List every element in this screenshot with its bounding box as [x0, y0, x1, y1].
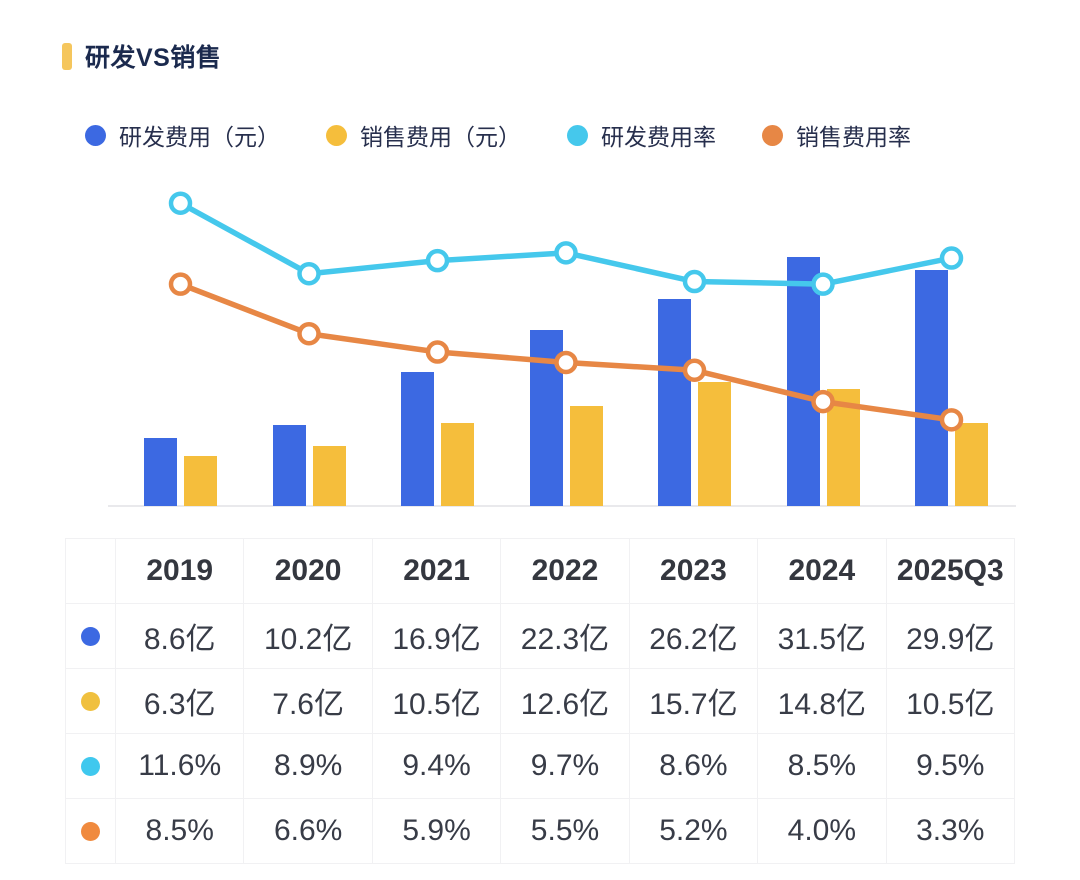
table-cell: 7.6亿 — [244, 669, 373, 734]
table-cell: 8.5% — [116, 799, 245, 864]
bar-rd-expense-2020[interactable] — [272, 425, 306, 506]
legend-item-rd-rate[interactable]: 研发费用率 — [567, 118, 716, 152]
table-cell: 9.7% — [501, 734, 630, 799]
sales-rate-dot-icon — [81, 821, 100, 841]
table-row-key-sales-expense — [66, 669, 116, 734]
point-rd-rate-2022[interactable] — [554, 241, 578, 265]
rd-expense-dot-icon — [81, 626, 100, 646]
point-sales-rate-2019[interactable] — [168, 272, 193, 296]
page-header: 研发VS销售 — [62, 38, 221, 74]
point-rd-rate-2023[interactable] — [682, 269, 707, 294]
table-header-2019: 2019 — [116, 539, 245, 604]
table-cell: 6.6% — [244, 799, 373, 864]
point-rd-rate-2021[interactable] — [425, 248, 450, 273]
table-row-key-rd-rate — [66, 734, 116, 799]
legend-dot-sales-rate-icon — [762, 124, 783, 146]
point-rd-rate-2020[interactable] — [297, 261, 321, 286]
point-sales-rate-2024[interactable] — [811, 389, 835, 414]
point-sales-rate-2023[interactable] — [682, 358, 707, 383]
table-cell: 8.6亿 — [116, 604, 245, 669]
bar-sales-expense-2019[interactable] — [184, 456, 217, 506]
legend-dot-sales-expense-icon — [326, 124, 347, 146]
table-cell: 4.0% — [758, 799, 887, 864]
table-header-2022: 2022 — [501, 539, 630, 604]
table-corner-cell — [66, 539, 116, 604]
legend-item-sales-expense[interactable]: 销售费用（元） — [326, 118, 521, 152]
legend-label: 销售费用率 — [796, 124, 911, 150]
point-sales-rate-2022[interactable] — [554, 350, 578, 375]
bar-rd-expense-2021[interactable] — [401, 372, 434, 506]
bar-rd-expense-2024[interactable] — [786, 257, 820, 506]
legend-label: 销售费用（元） — [360, 124, 521, 150]
bar-rd-expense-2025Q3[interactable] — [915, 269, 948, 506]
bar-sales-expense-2021[interactable] — [441, 423, 474, 506]
point-rd-rate-2019[interactable] — [168, 191, 193, 215]
bar-sales-expense-2025Q3[interactable] — [955, 423, 988, 506]
table-row-key-rd-expense — [66, 604, 116, 669]
data-table: 2019 2020 2021 2022 2023 2024 2025Q3 8.6… — [65, 538, 1015, 864]
page-title: 研发VS销售 — [85, 44, 222, 72]
table-cell: 11.6% — [116, 734, 245, 799]
legend-label: 研发费用（元） — [119, 124, 280, 150]
point-sales-rate-2021[interactable] — [425, 340, 450, 364]
legend-dot-rd-rate-icon — [567, 124, 588, 146]
legend-dot-rd-expense-icon — [85, 124, 106, 146]
table-cell: 10.2亿 — [244, 604, 373, 669]
table-cell: 5.9% — [372, 799, 502, 864]
legend-item-rd-expense[interactable]: 研发费用（元） — [85, 118, 280, 152]
table-cell: 5.2% — [629, 799, 759, 864]
table-cell: 16.9亿 — [372, 604, 502, 669]
table-cell: 9.4% — [372, 734, 502, 799]
bar-sales-expense-2023[interactable] — [698, 381, 731, 506]
table-cell: 10.5亿 — [372, 669, 502, 734]
table-cell: 15.7亿 — [629, 669, 759, 734]
table-row-key-sales-rate — [66, 799, 116, 864]
point-rd-rate-2024[interactable] — [811, 272, 835, 296]
table-header-2020: 2020 — [244, 539, 373, 604]
table-header-2023: 2023 — [629, 539, 759, 604]
bar-rd-expense-2023[interactable] — [658, 299, 691, 506]
table-cell: 26.2亿 — [629, 604, 759, 669]
chart-legend: 研发费用（元） 销售费用（元） 研发费用率 销售费用率 — [85, 118, 911, 152]
table-header-2024: 2024 — [758, 539, 887, 604]
bar-sales-expense-2022[interactable] — [569, 406, 603, 506]
title-accent-bar — [62, 42, 72, 70]
legend-item-sales-rate[interactable]: 销售费用率 — [762, 118, 911, 152]
bar-rd-expense-2019[interactable] — [144, 438, 177, 506]
x-axis-line — [108, 505, 1016, 507]
rd-rate-dot-icon — [81, 756, 100, 776]
table-cell: 3.3% — [886, 799, 1015, 864]
sales-expense-dot-icon — [81, 691, 100, 711]
table-cell: 9.5% — [886, 734, 1015, 799]
bar-sales-expense-2020[interactable] — [312, 445, 346, 506]
table-cell: 5.5% — [501, 799, 630, 864]
table-cell: 12.6亿 — [501, 669, 630, 734]
legend-label: 研发费用率 — [601, 124, 716, 150]
table-cell: 8.5% — [758, 734, 887, 799]
point-sales-rate-2020[interactable] — [297, 321, 321, 346]
table-cell: 10.5亿 — [886, 669, 1015, 734]
table-cell: 22.3亿 — [501, 604, 630, 669]
table-cell: 29.9亿 — [886, 604, 1015, 669]
table-cell: 6.3亿 — [116, 669, 245, 734]
table-cell: 14.8亿 — [758, 669, 887, 734]
point-sales-rate-2025Q3[interactable] — [939, 408, 964, 432]
table-cell: 31.5亿 — [758, 604, 887, 669]
table-cell: 8.6% — [629, 734, 759, 799]
table-cell: 8.9% — [244, 734, 373, 799]
table-header-2021: 2021 — [372, 539, 502, 604]
point-rd-rate-2025Q3[interactable] — [939, 246, 964, 270]
table-header-2025q3: 2025Q3 — [886, 539, 1015, 604]
